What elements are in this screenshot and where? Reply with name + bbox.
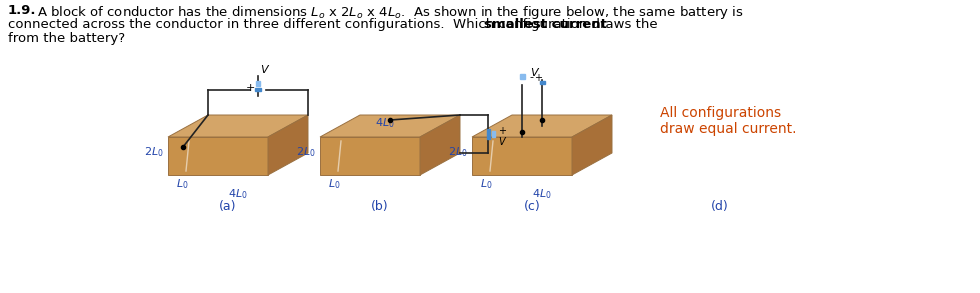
Text: $2L_0$: $2L_0$ [448, 145, 468, 159]
Text: (a): (a) [220, 200, 237, 213]
Text: $L_0$: $L_0$ [175, 177, 188, 191]
Text: (b): (b) [371, 200, 389, 213]
Text: $L_0$: $L_0$ [480, 177, 492, 191]
Bar [540, 81, 545, 84]
Text: +: + [498, 126, 506, 136]
Polygon shape [320, 115, 460, 137]
Polygon shape [168, 137, 268, 175]
Polygon shape [472, 115, 612, 137]
Text: (d): (d) [711, 200, 729, 213]
Text: All configurations: All configurations [660, 106, 781, 120]
Text: +: + [534, 73, 542, 83]
Polygon shape [420, 115, 460, 175]
Polygon shape [572, 115, 612, 175]
Polygon shape [168, 115, 308, 137]
Bar [492, 131, 495, 137]
Text: 1.9.: 1.9. [8, 4, 36, 17]
Text: $4L_0$: $4L_0$ [228, 187, 248, 201]
Text: -: - [529, 72, 533, 82]
Text: connected across the conductor in three different configurations.  Which configu: connected across the conductor in three … [8, 18, 662, 31]
Text: (c): (c) [523, 200, 540, 213]
Text: V: V [260, 65, 268, 75]
Bar [255, 88, 261, 91]
Text: smallest current: smallest current [484, 18, 607, 31]
Polygon shape [268, 115, 308, 175]
Text: $2L_0$: $2L_0$ [144, 145, 164, 159]
Text: V: V [530, 68, 538, 78]
Polygon shape [320, 137, 420, 175]
Bar [487, 129, 490, 139]
Text: +: + [245, 83, 255, 93]
Bar [519, 74, 524, 79]
Text: $L_0$: $L_0$ [327, 177, 340, 191]
Text: V: V [498, 137, 505, 147]
Bar [256, 81, 260, 86]
Polygon shape [472, 137, 572, 175]
Text: $4L_0$: $4L_0$ [375, 116, 395, 130]
Text: $4L_0$: $4L_0$ [532, 187, 552, 201]
Text: draw equal current.: draw equal current. [660, 122, 797, 136]
Text: A block of conductor has the dimensions $L_o$ x $2L_o$ x $4L_o$.  As shown in th: A block of conductor has the dimensions … [37, 4, 744, 21]
Text: $2L_0$: $2L_0$ [296, 145, 316, 159]
Text: from the battery?: from the battery? [8, 32, 125, 45]
